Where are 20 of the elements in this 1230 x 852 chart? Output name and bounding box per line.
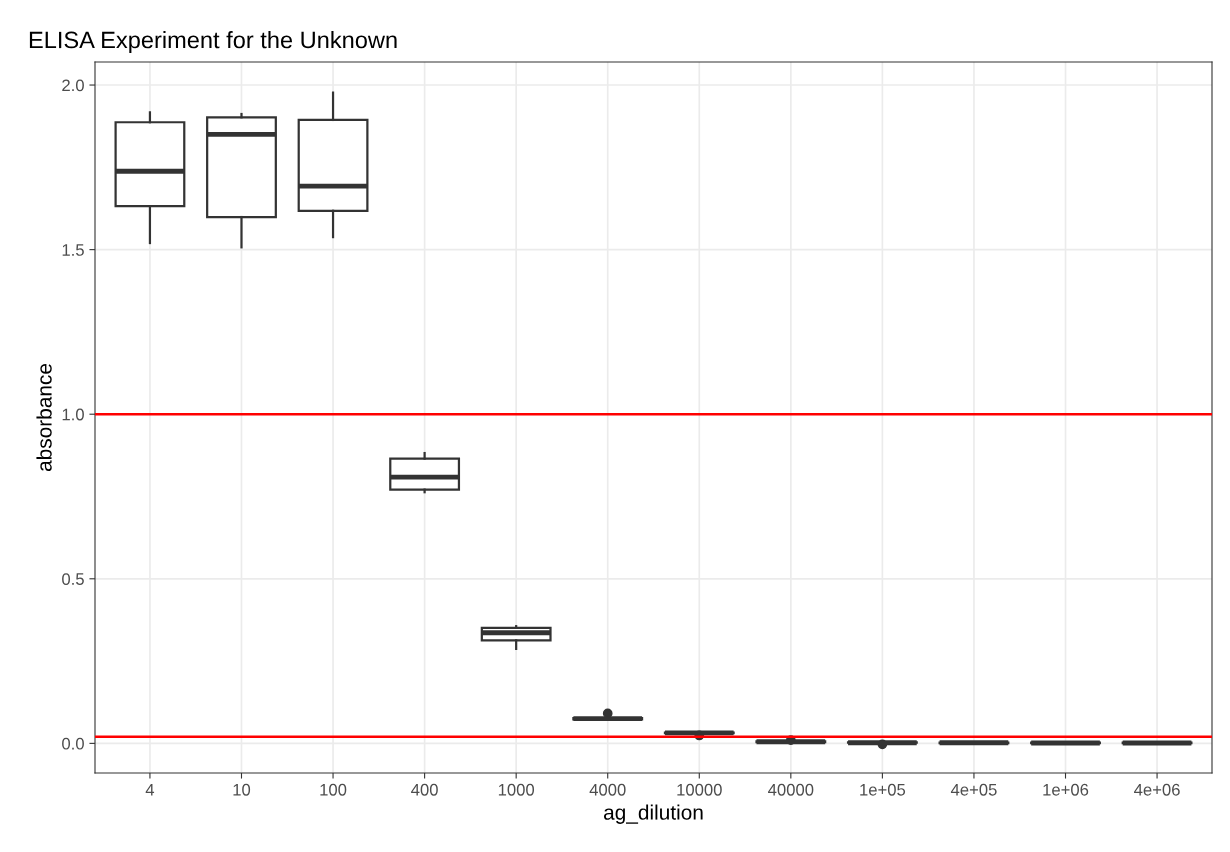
x-tick-label: 4000 xyxy=(589,783,626,796)
y-tick-label: 0.5 xyxy=(62,573,84,585)
y-tick-label: 1.5 xyxy=(62,244,84,256)
x-axis-title: ag_dilution xyxy=(604,804,703,824)
x-tick-label: 10000 xyxy=(677,783,722,796)
chart-title: ELISA Experiment for the Unknown xyxy=(29,31,397,54)
x-tick-label: 1e+06 xyxy=(1043,783,1089,796)
x-tick-label: 1000 xyxy=(498,783,535,796)
x-tick-label: 4e+05 xyxy=(950,783,997,796)
y-tick-label: 0.0 xyxy=(62,737,84,750)
x-tick-label: 100 xyxy=(320,783,347,796)
x-tick-label: 10 xyxy=(233,783,251,796)
x-tick-label: 40000 xyxy=(768,783,814,796)
x-tick-label: 400 xyxy=(411,783,438,796)
x-tick-label: 4 xyxy=(145,784,155,796)
y-axis-title: absorbance xyxy=(36,363,52,472)
x-tick-label: 1e+05 xyxy=(860,783,906,796)
y-tick-label: 2.0 xyxy=(62,79,84,92)
y-tick-label: 1.0 xyxy=(62,408,84,421)
x-tick-label: 4e+06 xyxy=(1134,783,1180,796)
